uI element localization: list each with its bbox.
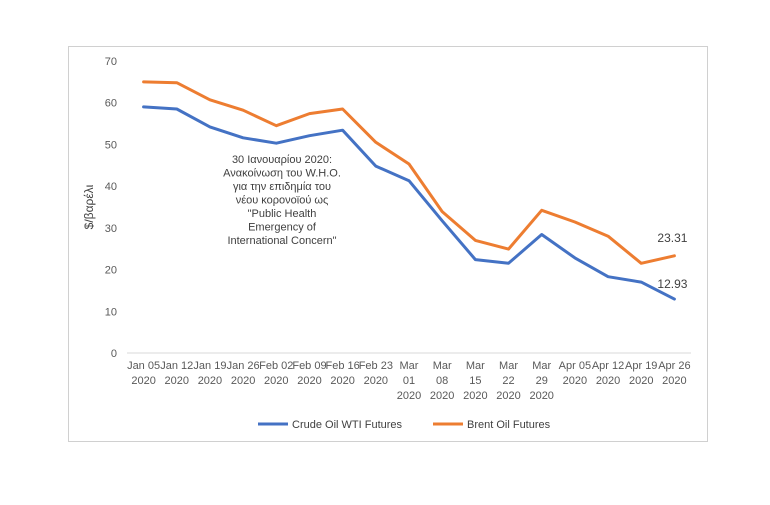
y-tick-label: 60 <box>105 98 117 110</box>
y-tick-label: 40 <box>105 181 117 193</box>
x-tick-label: Jan 26 2020 <box>227 360 260 387</box>
y-axis-label: $/βαρέλι <box>82 184 96 229</box>
series-lines <box>142 80 676 301</box>
x-tick-label: Apr 12 2020 <box>592 360 624 387</box>
annotation-line: για την επιδημία του <box>233 181 331 193</box>
legend-label: Brent Oil Futures <box>467 419 551 431</box>
annotation-line: "Public Health <box>248 208 317 220</box>
chart-frame: 0 10 20 30 40 50 60 70 Jan 05 2020 Jan 12 2020 Jan … <box>68 46 708 442</box>
x-tick-label: Mar 22 2020 <box>496 360 520 402</box>
y-tick-label: 10 <box>105 306 117 318</box>
series-line-brent-oil-futures <box>142 80 676 265</box>
x-tick-label: Feb 23 2020 <box>359 360 393 387</box>
y-tick-label: 70 <box>105 56 117 68</box>
annotation-line: νέου κορονοϊού ως <box>236 195 329 207</box>
x-tick-label: Feb 02 2020 <box>259 360 293 387</box>
y-tick-label: 30 <box>105 223 117 235</box>
x-tick-label: Jan 19 2020 <box>193 360 226 387</box>
x-tick-label: Apr 19 2020 <box>625 360 657 387</box>
legend-label: Crude Oil WTI Futures <box>292 419 403 431</box>
x-tick-label: Apr 05 2020 <box>559 360 591 387</box>
data-labels: 23.31 12.93 <box>657 231 687 291</box>
annotation-line: International Concern" <box>227 235 336 247</box>
annotation-line: 30 Ιανουαρίου 2020: <box>232 154 332 166</box>
who-annotation: 30 Ιανουαρίου 2020: Ανακοίνωση του W.H.O.… <box>223 154 341 247</box>
x-tick-label: Mar 01 2020 <box>397 360 421 402</box>
x-tick-label: Mar 15 2020 <box>463 360 487 402</box>
data-label-wti: 12.93 <box>657 277 687 291</box>
legend: Crude Oil WTI Futures Brent Oil Futures <box>258 419 551 431</box>
y-tick-label: 0 <box>111 348 117 360</box>
x-tick-label: Feb 09 2020 <box>292 360 326 387</box>
x-tick-label: Mar 29 2020 <box>529 360 553 402</box>
y-axis-ticks: 0 10 20 30 40 50 60 70 <box>105 56 117 360</box>
series-line-crude-oil-wti-futures <box>142 105 676 301</box>
y-tick-label: 50 <box>105 139 117 151</box>
annotation-line: Emergency of <box>248 222 317 234</box>
annotation-line: Ανακοίνωση του W.H.O. <box>223 168 341 180</box>
x-tick-label: Feb 16 2020 <box>326 360 360 387</box>
x-tick-label: Jan 05 2020 <box>127 360 160 387</box>
x-tick-label: Apr 26 2020 <box>658 360 690 387</box>
x-tick-label: Mar 08 2020 <box>430 360 454 402</box>
data-label-brent: 23.31 <box>657 231 687 245</box>
x-tick-label: Jan 12 2020 <box>160 360 193 387</box>
y-tick-label: 20 <box>105 265 117 277</box>
